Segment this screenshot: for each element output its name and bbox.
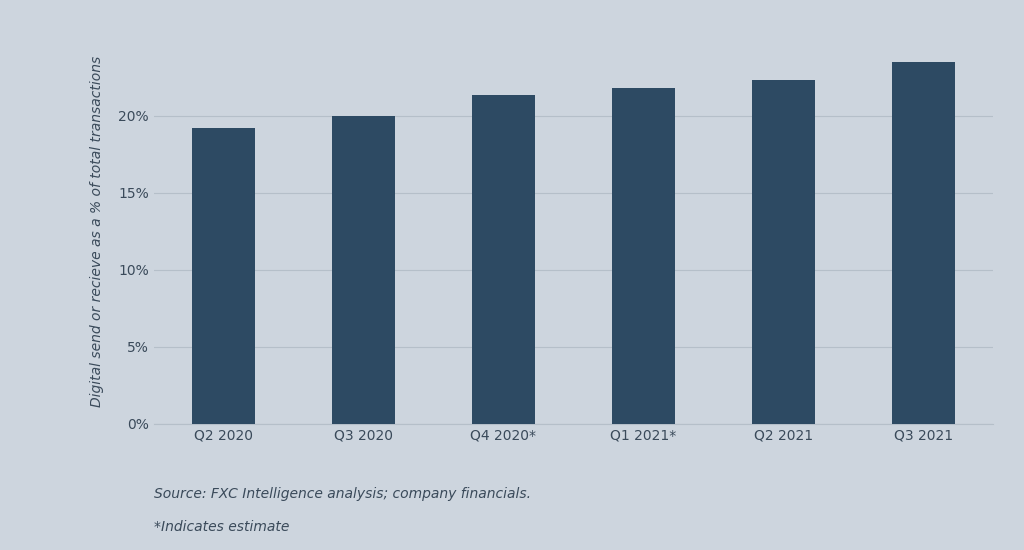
Bar xyxy=(892,62,955,424)
Text: *Indicates estimate: *Indicates estimate xyxy=(154,520,289,534)
Bar xyxy=(472,96,535,424)
Bar xyxy=(332,116,395,424)
Bar xyxy=(612,88,675,424)
Y-axis label: Digital send or recieve as a % of total transactions: Digital send or recieve as a % of total … xyxy=(90,56,104,406)
Bar xyxy=(752,80,815,424)
Bar xyxy=(191,128,255,424)
Text: Source: FXC Intelligence analysis; company financials.: Source: FXC Intelligence analysis; compa… xyxy=(154,487,530,500)
